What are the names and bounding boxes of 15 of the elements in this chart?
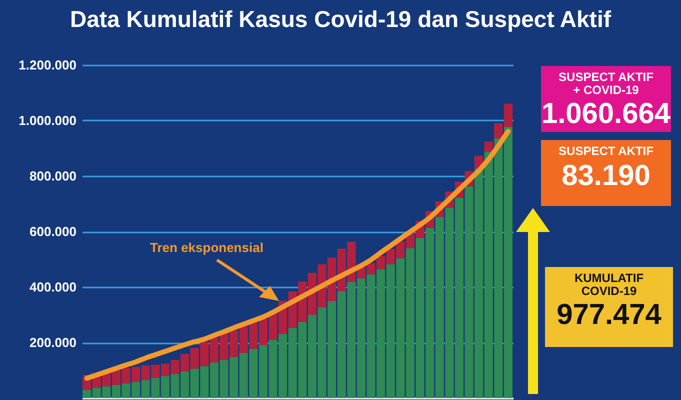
y-tick-label: 200.000	[30, 335, 76, 350]
y-tick-label: 400.000	[30, 280, 76, 294]
text: 1.060.664	[541, 98, 671, 130]
text: SUSPECT AKTIF	[558, 144, 654, 158]
text: 83.190	[560, 160, 652, 192]
text: KUMULATIF COVID-19	[573, 271, 645, 298]
y-tick-label: 1.000.000	[18, 113, 76, 128]
chart-title: Data Kumulatif Kasus Covid-19 dan Suspect Aktif	[68, 6, 612, 33]
text: Tren eksponensial	[150, 240, 264, 255]
bar	[484, 142, 493, 152]
text: 977.474	[556, 299, 662, 332]
text: SUSPECT AKTIF + COVID-19	[558, 70, 654, 97]
y-tick-label: 1.200.000	[18, 58, 76, 72]
y-tick-label: 600.000	[30, 224, 76, 239]
y-tick-label: 800.000	[30, 168, 76, 184]
